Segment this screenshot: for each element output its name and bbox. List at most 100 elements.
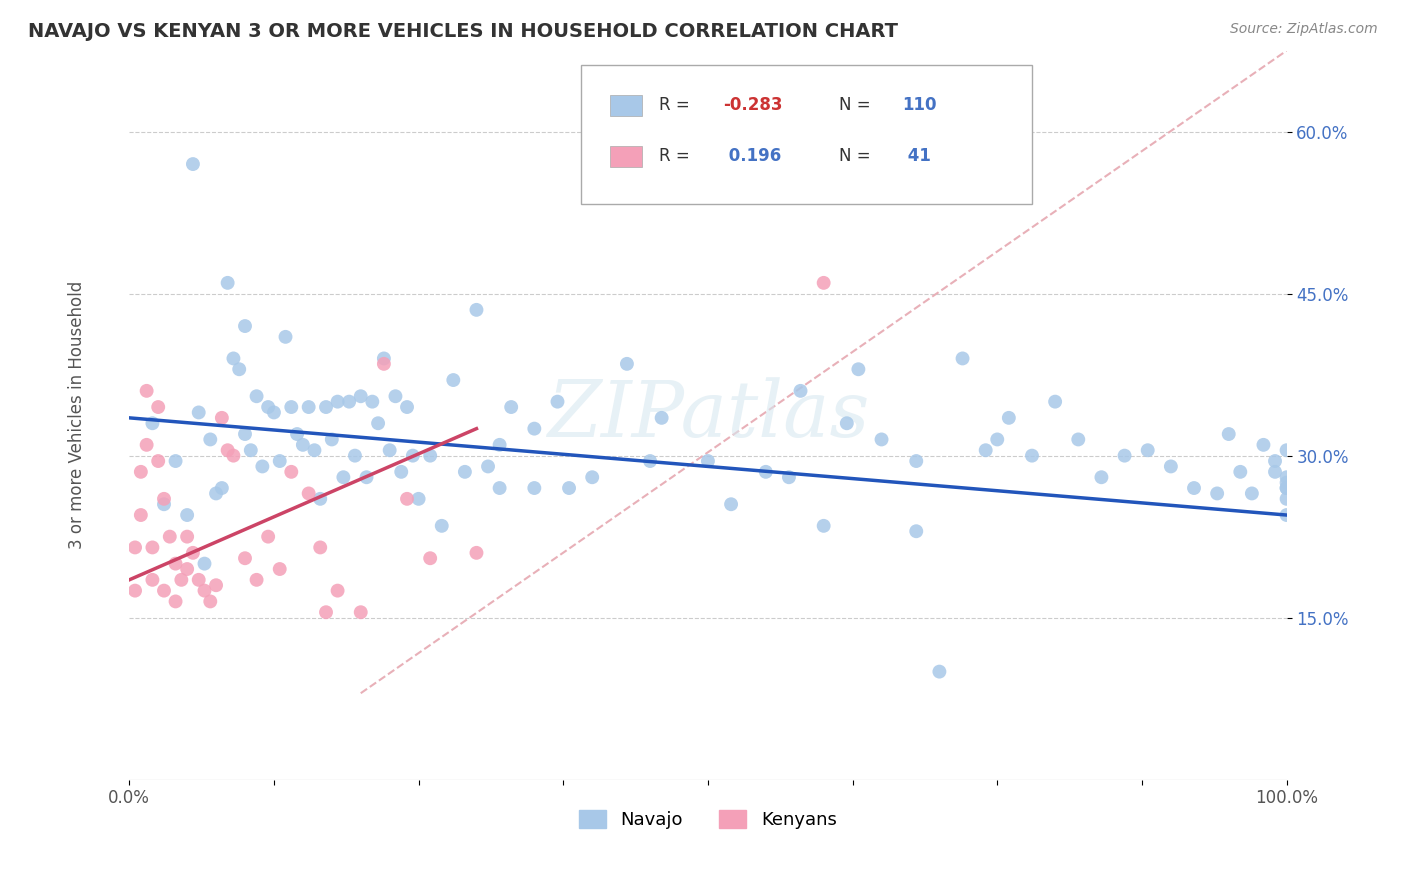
Point	[1264, 454, 1286, 468]
Point	[245, 389, 267, 403]
Point	[298, 400, 321, 414]
Point	[419, 449, 441, 463]
FancyBboxPatch shape	[610, 146, 643, 167]
Point	[986, 433, 1008, 447]
Point	[1206, 486, 1229, 500]
Point	[141, 573, 163, 587]
Point	[848, 362, 870, 376]
Point	[1275, 443, 1298, 458]
Point	[176, 562, 198, 576]
Text: ZIPatlas: ZIPatlas	[547, 377, 869, 453]
Point	[350, 389, 373, 403]
Point	[384, 389, 406, 403]
Point	[269, 454, 291, 468]
Point	[350, 605, 373, 619]
Point	[465, 546, 488, 560]
Point	[373, 357, 395, 371]
Point	[165, 557, 187, 571]
Point	[165, 454, 187, 468]
Point	[778, 470, 800, 484]
Text: R =: R =	[659, 96, 696, 114]
Point	[638, 454, 661, 468]
Point	[905, 454, 928, 468]
Point	[720, 497, 742, 511]
Point	[200, 594, 222, 608]
Point	[1264, 465, 1286, 479]
Point	[1182, 481, 1205, 495]
Point	[309, 541, 332, 555]
FancyBboxPatch shape	[610, 95, 643, 116]
Point	[523, 422, 546, 436]
Point	[129, 508, 152, 522]
Point	[135, 438, 157, 452]
Point	[430, 519, 453, 533]
Point	[285, 427, 308, 442]
Point	[1253, 438, 1275, 452]
Point	[395, 400, 418, 414]
Text: N =: N =	[839, 147, 876, 165]
Text: NAVAJO VS KENYAN 3 OR MORE VEHICLES IN HOUSEHOLD CORRELATION CHART: NAVAJO VS KENYAN 3 OR MORE VEHICLES IN H…	[28, 22, 898, 41]
Point	[222, 449, 245, 463]
Point	[558, 481, 581, 495]
Point	[217, 443, 239, 458]
Point	[1275, 481, 1298, 495]
Point	[523, 481, 546, 495]
Point	[176, 508, 198, 522]
Point	[789, 384, 811, 398]
Text: 110: 110	[903, 96, 936, 114]
Point	[367, 416, 389, 430]
Text: 41: 41	[903, 147, 931, 165]
Point	[1090, 470, 1112, 484]
Point	[1218, 427, 1240, 442]
Point	[1275, 481, 1298, 495]
Point	[835, 416, 858, 430]
Point	[581, 470, 603, 484]
Point	[441, 373, 464, 387]
Point	[697, 454, 720, 468]
Point	[228, 362, 250, 376]
Point	[402, 449, 425, 463]
Point	[905, 524, 928, 539]
Point	[211, 481, 233, 495]
Point	[343, 449, 366, 463]
Point	[165, 594, 187, 608]
Point	[239, 443, 262, 458]
Point	[408, 491, 430, 506]
Point	[263, 405, 285, 419]
Point	[315, 400, 337, 414]
Point	[1275, 470, 1298, 484]
Point	[170, 573, 193, 587]
Point	[326, 394, 349, 409]
Point	[337, 394, 360, 409]
Point	[332, 470, 354, 484]
Point	[153, 491, 176, 506]
Point	[129, 465, 152, 479]
Point	[200, 433, 222, 447]
Point	[974, 443, 997, 458]
Point	[1229, 465, 1251, 479]
Point	[233, 427, 256, 442]
Point	[274, 330, 297, 344]
Point	[187, 405, 209, 419]
Point	[395, 491, 418, 506]
Point	[291, 438, 314, 452]
Point	[813, 276, 835, 290]
Point	[193, 583, 215, 598]
Point	[257, 530, 280, 544]
Point	[356, 470, 378, 484]
Point	[176, 530, 198, 544]
Point	[315, 605, 337, 619]
Point	[373, 351, 395, 366]
Point	[181, 546, 204, 560]
Point	[465, 302, 488, 317]
Point	[159, 530, 181, 544]
Point	[928, 665, 950, 679]
Point	[222, 351, 245, 366]
Point	[153, 497, 176, 511]
Point	[187, 573, 209, 587]
Point	[257, 400, 280, 414]
Point	[361, 394, 384, 409]
Point	[1275, 475, 1298, 490]
Point	[998, 410, 1021, 425]
Point	[755, 465, 778, 479]
